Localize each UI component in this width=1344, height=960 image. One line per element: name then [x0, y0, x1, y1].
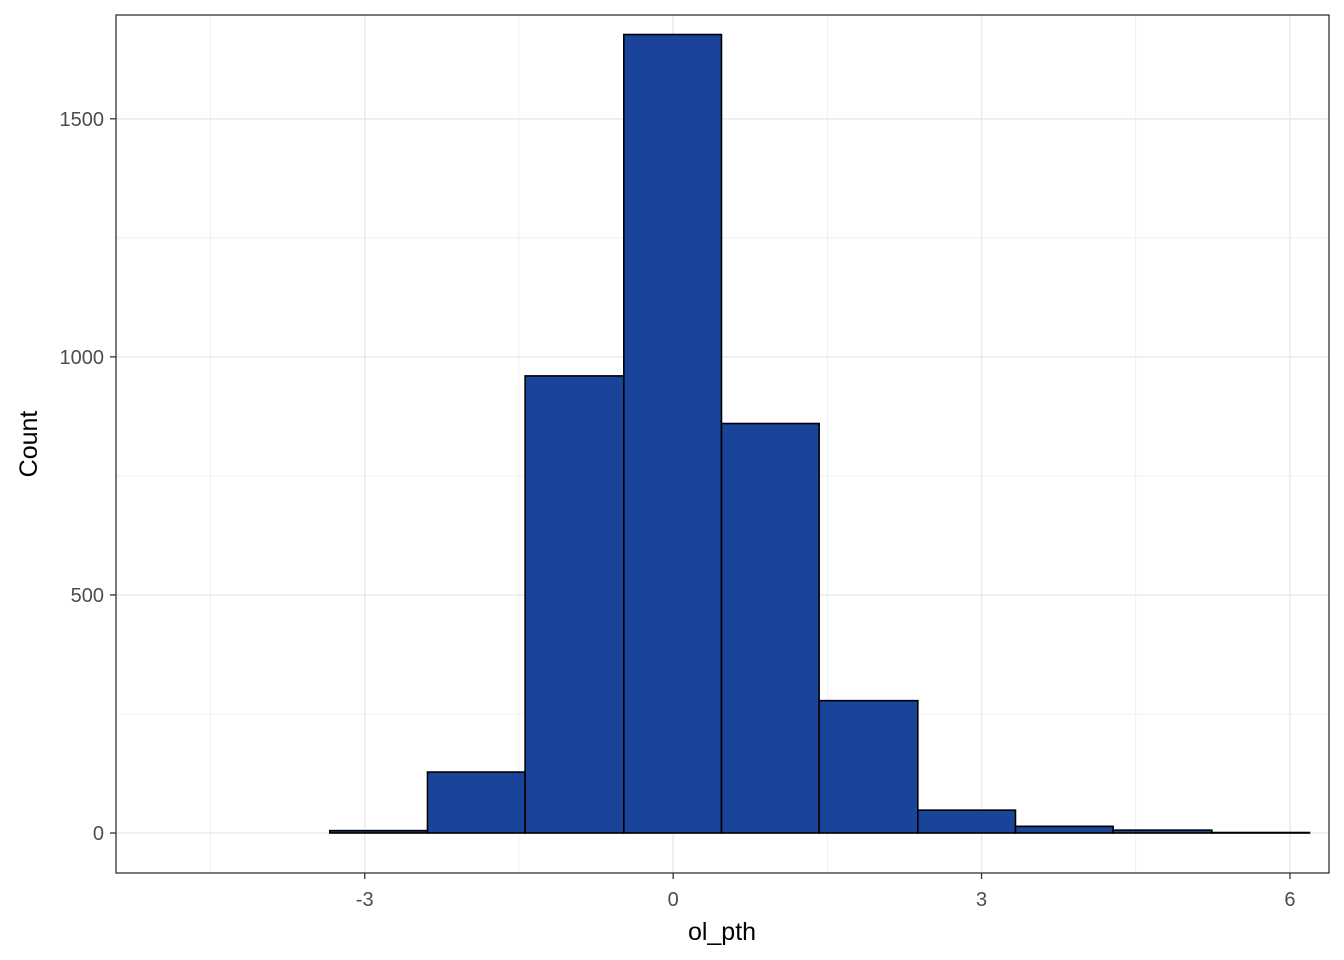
x-axis: -3 0 3 6: [356, 873, 1295, 911]
x-axis-title: ol_pth: [688, 918, 756, 946]
histogram-bar: [426, 771, 526, 834]
x-tick-label: 3: [976, 889, 987, 911]
histogram-bars: [329, 33, 1311, 834]
histogram-bar: [818, 699, 919, 834]
histogram-bar: [524, 375, 625, 834]
y-tick-label: 1000: [60, 347, 105, 369]
panel-border: [115, 14, 1330, 874]
x-tick-label: 6: [1284, 889, 1295, 911]
y-axis-title: Count: [15, 411, 43, 478]
y-tick-label: 500: [71, 585, 104, 607]
histogram-bar: [1014, 825, 1114, 834]
x-tick-label: 0: [668, 889, 679, 911]
x-tick-label: -3: [356, 889, 374, 911]
histogram-bar: [720, 422, 820, 834]
histogram-bar: [329, 829, 429, 834]
y-axis: 0 500 1000 1500: [60, 109, 116, 845]
histogram-bar: [623, 33, 723, 834]
histogram-bar: [917, 809, 1017, 834]
histogram-bar: [1112, 829, 1213, 834]
y-tick-label: 0: [93, 823, 104, 845]
y-tick-label: 1500: [60, 109, 105, 131]
